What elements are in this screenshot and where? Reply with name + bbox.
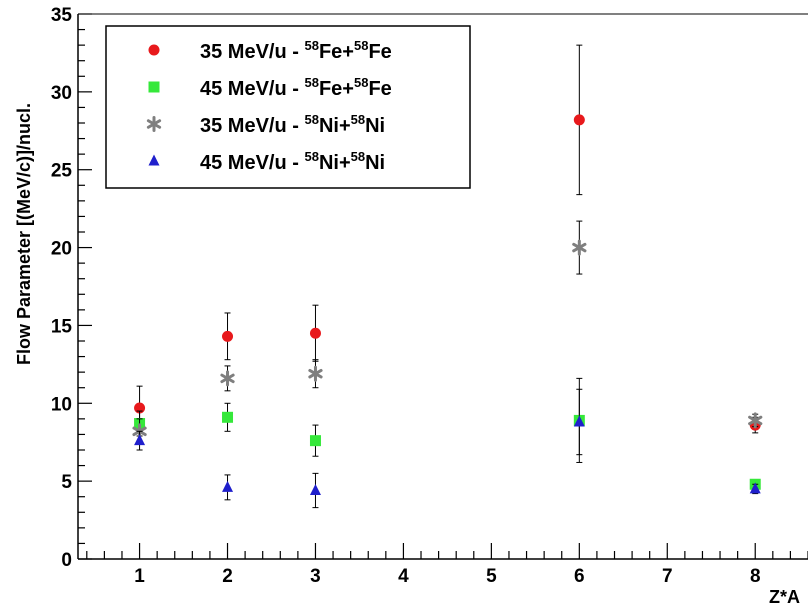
x-tick-label: 7 <box>662 566 673 587</box>
legend-entry: 35 MeV/u - 58Ni+58Ni <box>200 112 385 137</box>
legend-mass-number: 58 <box>354 38 368 53</box>
x-tick-label: 4 <box>398 566 409 587</box>
data-point-series-3 <box>220 370 235 387</box>
legend-text-part: Fe+ <box>319 78 354 100</box>
legend-text-part: 35 MeV/u - <box>200 41 304 63</box>
data-point-series-4 <box>573 415 585 427</box>
data-point-series-3 <box>748 412 763 429</box>
legend-marker <box>146 116 162 132</box>
x-axis-title: Z*A <box>769 587 800 607</box>
legend-text-part: Ni+ <box>319 115 351 137</box>
legend-mass-number: 58 <box>304 75 318 90</box>
legend-mass-number: 58 <box>304 149 318 164</box>
legend-text-part: Ni+ <box>319 152 351 174</box>
data-point-series-4 <box>309 483 321 495</box>
data-point-series-3 <box>572 239 587 256</box>
y-tick-label: 30 <box>51 83 72 104</box>
x-tick-label: 1 <box>134 566 145 587</box>
star-marker-stroke <box>748 415 763 426</box>
x-tick-label: 3 <box>310 566 321 587</box>
data-point-series-2 <box>309 435 321 447</box>
y-tick-label: 5 <box>61 472 72 493</box>
legend-entry: 45 MeV/u - 58Ni+58Ni <box>200 149 385 174</box>
y-tick-label: 15 <box>51 316 73 337</box>
legend-text-part: 45 MeV/u - <box>200 78 304 100</box>
legend-box <box>105 25 471 189</box>
legend-text-part: Fe <box>368 78 391 100</box>
legend-text-part: Fe+ <box>319 41 354 63</box>
axes: 0 5 10 15 20 25 30 35 1 2 3 4 5 6 7 8 <box>51 5 808 587</box>
legend-marker <box>148 44 160 56</box>
x-tick-label: 2 <box>222 566 233 587</box>
legend-text-part: Ni <box>365 115 385 137</box>
legend-text-part: Ni <box>365 152 385 174</box>
data-point-series-1 <box>573 114 585 126</box>
star-marker-stroke <box>308 368 323 379</box>
x-tick-label: 6 <box>574 566 585 587</box>
y-tick-label: 25 <box>51 161 73 182</box>
y-tick-label: 10 <box>51 394 72 415</box>
x-tick-label: 5 <box>486 566 497 587</box>
legend-mass-number: 58 <box>354 75 368 90</box>
y-tick-label: 20 <box>51 239 72 260</box>
legend-mass-number: 58 <box>304 112 318 127</box>
data-point-series-1 <box>309 327 321 339</box>
legend-entry: 35 MeV/u - 58Fe+58Fe <box>200 38 392 63</box>
data-point-series-4 <box>222 480 234 492</box>
legend-text-part: 45 MeV/u - <box>200 152 304 174</box>
data-points <box>132 44 763 509</box>
x-tick-label: 8 <box>750 566 761 587</box>
star-marker-stroke <box>146 119 162 129</box>
legend-entry: 45 MeV/u - 58Fe+58Fe <box>200 75 392 100</box>
legend-text-part: 35 MeV/u - <box>200 115 304 137</box>
data-point-series-3 <box>308 365 323 382</box>
legend-text-part: Fe <box>368 41 391 63</box>
y-axis-title: Flow Parameter [(MeV/c)]/nucl. <box>14 103 34 365</box>
data-point-series-1 <box>222 330 234 342</box>
legend-mass-number: 58 <box>304 38 318 53</box>
data-point-series-4 <box>749 482 761 494</box>
y-tick-label: 35 <box>51 5 73 26</box>
legend-marker <box>148 81 160 93</box>
y-tick-label: 0 <box>61 550 72 571</box>
data-point-series-2 <box>222 411 234 423</box>
legend-mass-number: 58 <box>351 112 365 127</box>
legend-marker <box>148 154 160 166</box>
star-marker-stroke <box>572 242 587 253</box>
data-point-series-4 <box>134 434 146 446</box>
star-marker-stroke <box>220 373 235 384</box>
legend-mass-number: 58 <box>351 149 365 164</box>
